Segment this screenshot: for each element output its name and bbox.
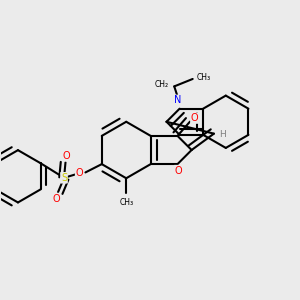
Text: O: O — [52, 194, 60, 204]
Text: CH₃: CH₃ — [196, 73, 210, 82]
Text: CH₃: CH₃ — [119, 198, 133, 207]
Text: O: O — [191, 113, 199, 123]
Text: O: O — [63, 151, 70, 161]
Text: O: O — [76, 168, 83, 178]
Text: N: N — [174, 95, 182, 105]
Text: S: S — [61, 173, 67, 183]
Text: CH₂: CH₂ — [155, 80, 169, 88]
Text: O: O — [175, 166, 182, 176]
Text: H: H — [219, 130, 226, 139]
